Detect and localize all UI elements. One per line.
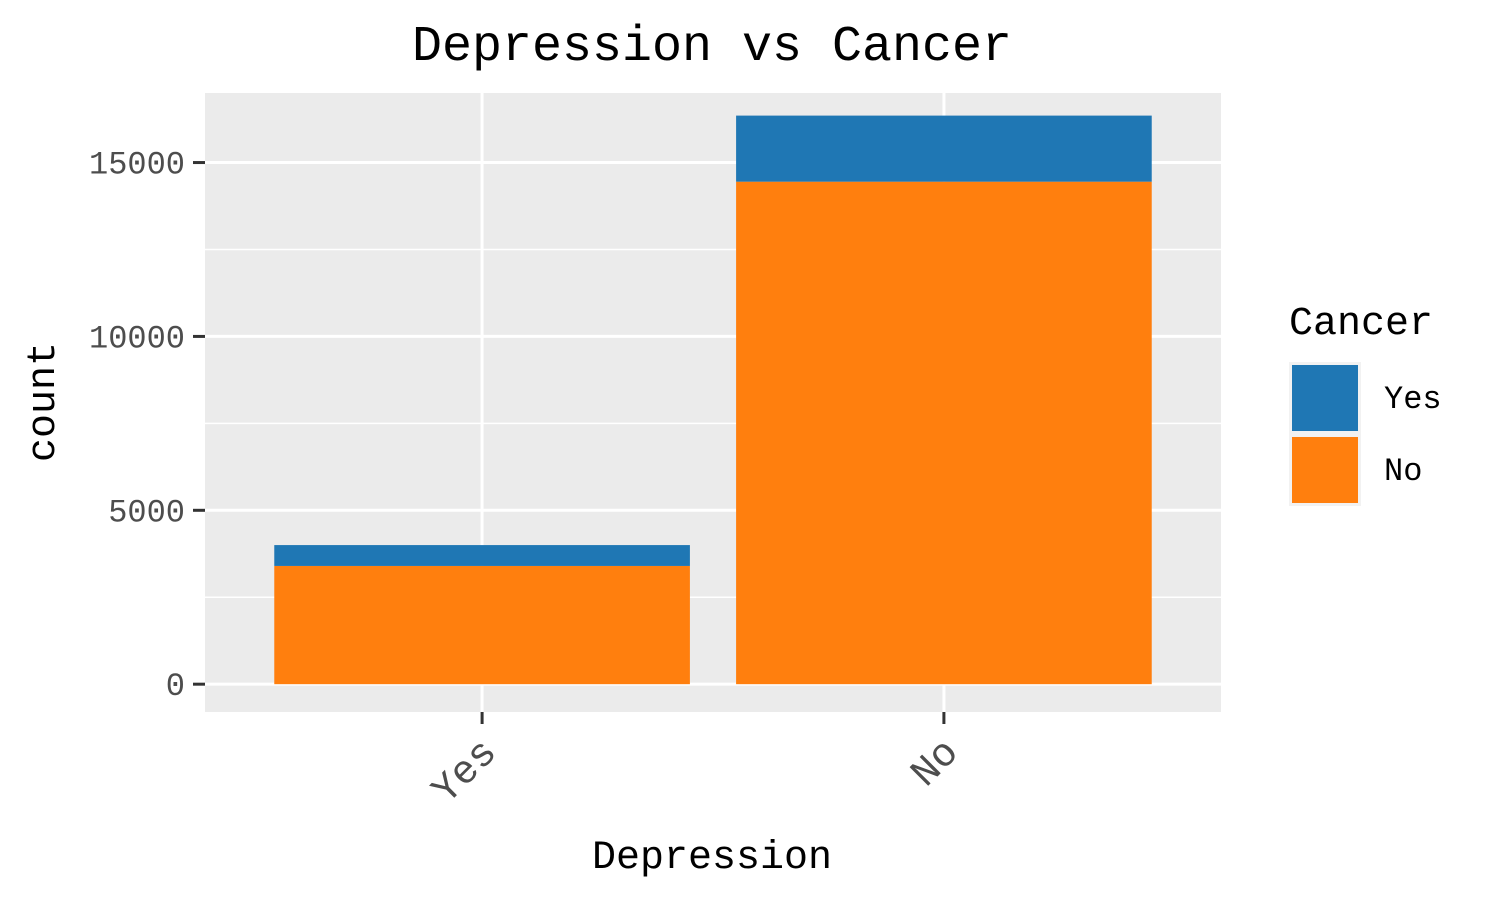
y-tick-label: 5000 — [108, 494, 185, 531]
bar-yes-cancer-yes — [274, 545, 690, 566]
chart-title: Depression vs Cancer — [412, 19, 1012, 76]
legend-items: Yes No — [1289, 362, 1442, 506]
y-tick-label: 0 — [166, 668, 185, 705]
legend-title: Cancer — [1289, 302, 1433, 347]
legend: Cancer Yes No — [1289, 302, 1442, 506]
y-tick-label: 15000 — [89, 147, 185, 184]
legend-label-no: No — [1384, 453, 1422, 490]
x-tick-label: No — [903, 731, 969, 797]
legend-label-yes: Yes — [1384, 381, 1442, 418]
bar-no-cancer-yes — [736, 115, 1152, 182]
legend-swatch-no — [1292, 437, 1358, 503]
y-tick-label: 10000 — [89, 320, 185, 357]
bars-layer — [274, 115, 1152, 685]
x-tick-label: Yes — [425, 731, 508, 814]
y-axis-title: count — [22, 342, 67, 462]
x-axis-title: Depression — [592, 836, 832, 881]
bar-yes-cancer-no — [274, 565, 690, 685]
bar-no-cancer-no — [736, 181, 1152, 685]
legend-swatch-yes — [1292, 365, 1358, 431]
